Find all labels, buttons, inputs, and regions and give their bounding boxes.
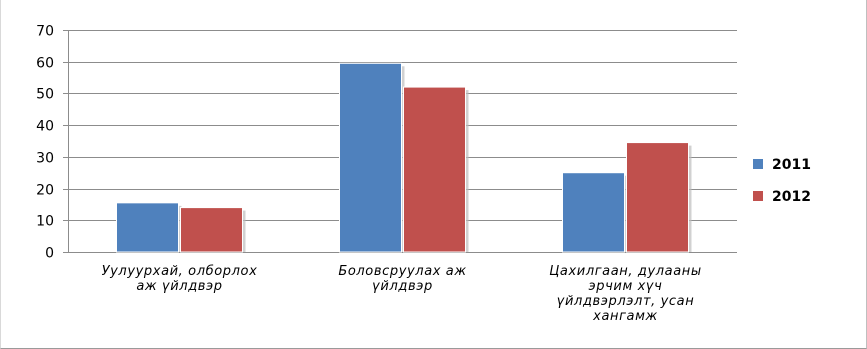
y-tick-label: 30 xyxy=(36,151,54,167)
y-tick-label: 70 xyxy=(36,24,54,40)
x-category-label: үйлдвэрлэлт, усан xyxy=(557,294,695,309)
x-category-label: үйлдвэр xyxy=(372,279,433,294)
bar-2012-2 xyxy=(626,142,689,253)
bar-2012-0 xyxy=(180,207,243,253)
legend-swatch-2012 xyxy=(753,191,763,201)
y-tick-label: 10 xyxy=(36,214,54,230)
legend-label-2012: 2012 xyxy=(772,189,811,205)
bar-2011-1 xyxy=(339,62,402,253)
y-tick-label: 20 xyxy=(36,183,54,199)
bar-2011-2 xyxy=(562,172,625,253)
legend: 2011 2012 xyxy=(753,157,811,205)
y-tick-label: 60 xyxy=(36,56,54,72)
x-category-label: Цахилгаан, дулааны xyxy=(549,264,702,279)
x-category-label: хангамж xyxy=(592,309,658,324)
bar-2012-1 xyxy=(403,86,466,253)
x-category-label: Уулуурхай, олборлох xyxy=(102,264,258,279)
y-tick-label: 40 xyxy=(36,119,54,135)
x-category-label: аж үйлдвэр xyxy=(136,279,222,294)
y-axis: 0 10 20 30 40 50 60 70 xyxy=(36,24,69,262)
y-tick-label: 50 xyxy=(36,87,54,103)
legend-swatch-2011 xyxy=(753,159,763,169)
bars xyxy=(116,62,692,253)
y-tick-label: 0 xyxy=(45,246,54,262)
x-category-label: эрчим хүч xyxy=(589,279,663,294)
legend-label-2011: 2011 xyxy=(772,157,811,173)
bar-2011-0 xyxy=(116,202,179,253)
x-category-label: Боловсруулах аж xyxy=(338,264,466,279)
